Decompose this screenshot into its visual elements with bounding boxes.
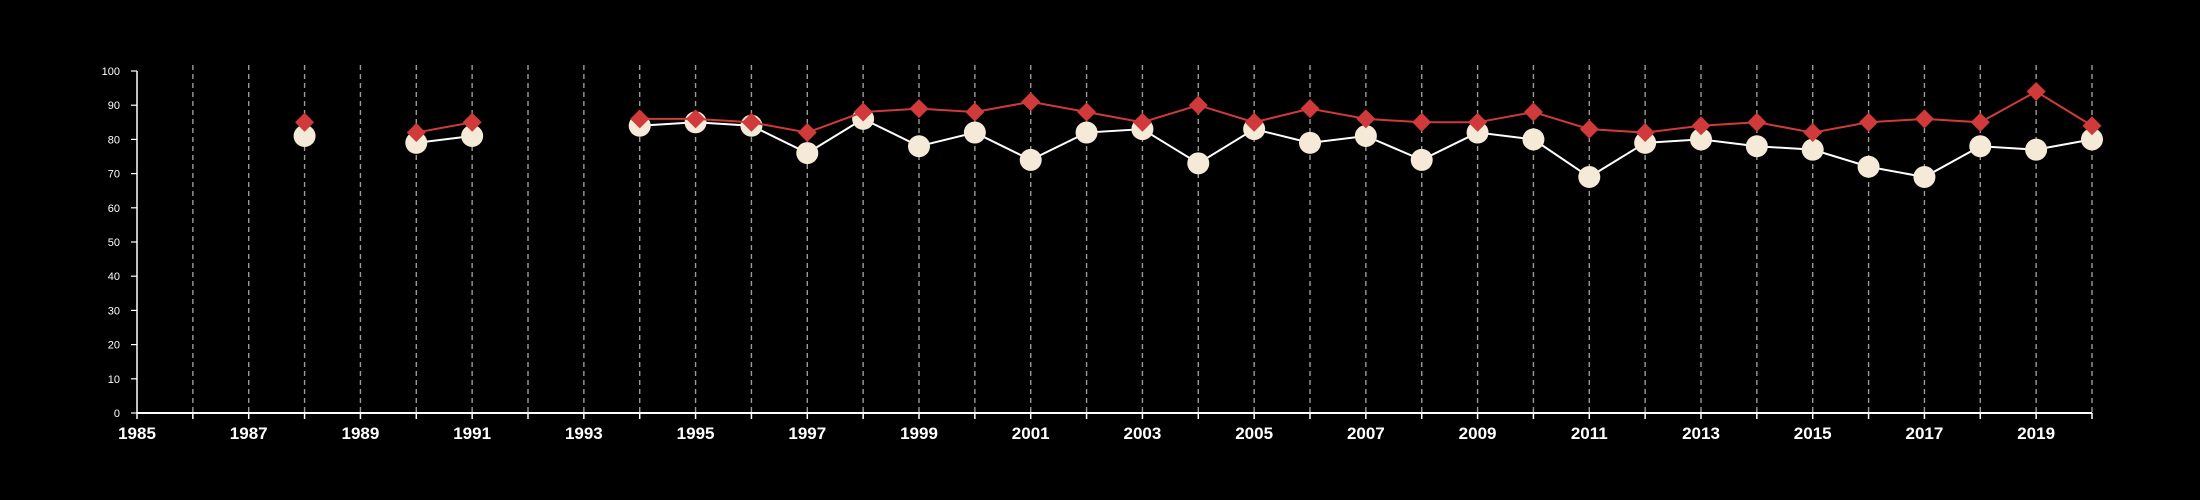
y-tick-label: 10: [108, 374, 120, 386]
data-point-diamond: [741, 112, 761, 132]
data-point-diamond: [1970, 112, 1990, 132]
y-tick-label: 60: [108, 203, 120, 215]
data-point-diamond: [1691, 116, 1711, 136]
x-tick-label: 1997: [788, 424, 826, 443]
x-tick-label: 2005: [1235, 424, 1273, 443]
data-point-diamond: [1244, 112, 1264, 132]
y-tick-label: 80: [108, 134, 120, 146]
data-point-diamond: [406, 123, 426, 143]
data-point-circle: [405, 131, 428, 154]
data-point-diamond: [1635, 123, 1655, 143]
data-point-circle: [1634, 131, 1657, 154]
data-point-diamond: [686, 109, 706, 129]
data-point-diamond: [630, 109, 650, 129]
data-point-diamond: [1468, 112, 1488, 132]
x-tick-label: 1985: [118, 424, 156, 443]
data-point-circle: [1969, 135, 1992, 158]
x-tick-label: 1989: [342, 424, 380, 443]
data-point-circle: [1522, 128, 1545, 151]
data-point-circle: [2025, 138, 2048, 161]
x-tick-label: 1991: [453, 424, 491, 443]
axes: 1985 1987 1989 1991 1993 1995 1997 1999 2001 2003…: [102, 66, 2093, 443]
data-point-circle: [293, 124, 316, 147]
data-point-diamond: [1747, 112, 1767, 132]
data-point-circle: [1354, 124, 1377, 147]
y-tick-label: 20: [108, 340, 120, 352]
y-tick-label: 30: [108, 305, 120, 317]
data-point-circle: [908, 135, 930, 158]
data-point-diamond: [1859, 112, 1879, 132]
data-point-diamond: [462, 112, 482, 132]
y-tick-label: 100: [102, 66, 120, 78]
x-tick-label: 2015: [1794, 424, 1832, 443]
x-tick-label: 2001: [1012, 424, 1050, 443]
data-point-diamond: [295, 112, 315, 132]
series-layer: [293, 82, 2103, 189]
data-point-circle: [1801, 138, 1824, 161]
data-point-diamond: [965, 102, 985, 122]
data-point-circle: [461, 124, 484, 147]
data-point-circle: [2081, 128, 2103, 151]
x-tick-label: 2019: [2017, 424, 2055, 443]
x-tick-label: 2017: [1906, 424, 1944, 443]
data-point-diamond: [853, 102, 873, 122]
y-tick-label: 70: [108, 169, 120, 181]
x-tick-label: 2009: [1459, 424, 1497, 443]
x-tick-label: 1987: [230, 424, 268, 443]
data-point-diamond: [797, 123, 817, 143]
data-point-diamond: [1523, 102, 1543, 122]
data-point-circle: [1299, 131, 1321, 154]
y-tick-label: 90: [108, 100, 120, 112]
data-point-diamond: [1188, 95, 1208, 115]
data-point-circle: [1690, 128, 1712, 151]
y-tick-label: 50: [108, 237, 120, 249]
x-tick-label: 1995: [677, 424, 715, 443]
data-point-diamond: [1803, 123, 1823, 143]
data-point-diamond: [909, 99, 929, 119]
data-point-circle: [1410, 148, 1433, 171]
data-point-diamond: [1914, 109, 1934, 129]
data-point-circle: [1019, 148, 1042, 171]
data-point-circle: [963, 121, 986, 144]
data-point-circle: [1913, 166, 1936, 189]
x-tick-label: 2013: [1682, 424, 1720, 443]
y-tick-label: 40: [108, 271, 120, 283]
data-point-diamond: [1132, 112, 1152, 132]
x-tick-label: 2003: [1124, 424, 1162, 443]
y-tick-label: 0: [114, 408, 120, 420]
data-point-circle: [1075, 121, 1098, 144]
x-tick-label: 1993: [565, 424, 603, 443]
x-tick-label: 1999: [900, 424, 938, 443]
x-tick-label: 2007: [1347, 424, 1385, 443]
data-point-diamond: [1021, 92, 1041, 112]
data-point-diamond: [1579, 119, 1599, 139]
data-point-diamond: [2026, 82, 2046, 102]
data-point-circle: [796, 142, 819, 165]
data-point-circle: [1466, 121, 1489, 144]
data-point-diamond: [1356, 109, 1376, 129]
data-point-diamond: [1300, 99, 1320, 119]
data-point-circle: [1857, 155, 1880, 178]
series-line-red: [416, 121, 473, 134]
data-point-diamond: [2082, 116, 2102, 136]
data-point-diamond: [1412, 112, 1432, 132]
data-point-circle: [1745, 135, 1768, 158]
x-tick-label: 2011: [1571, 424, 1608, 443]
data-point-circle: [1187, 152, 1210, 175]
data-point-diamond: [1077, 102, 1097, 122]
data-point-circle: [1578, 166, 1601, 189]
